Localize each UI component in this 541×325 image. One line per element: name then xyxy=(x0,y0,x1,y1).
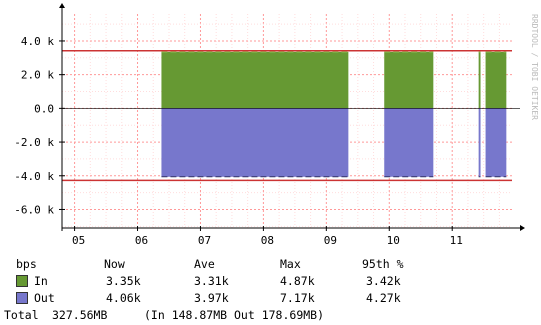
x-axis-arrow xyxy=(520,225,525,231)
legend-in-p95: 3.42k xyxy=(366,274,401,288)
y-tick-label: 2.0 k xyxy=(21,69,54,82)
x-tick-label: 05 xyxy=(72,234,85,247)
area-in xyxy=(384,51,434,109)
y-tick-label: -4.0 k xyxy=(14,170,54,183)
area-in xyxy=(161,51,349,109)
legend-swatch-out xyxy=(16,292,28,304)
area-out xyxy=(161,108,349,177)
legend-total-label: Total xyxy=(4,308,39,322)
area-in xyxy=(478,51,481,109)
legend-in-now: 3.35k xyxy=(106,274,141,288)
x-tick-label: 10 xyxy=(387,234,400,247)
legend-label-in: In xyxy=(34,274,48,288)
x-tick-label: 09 xyxy=(324,234,337,247)
y-axis-arrow xyxy=(59,3,65,8)
x-tick-label: 06 xyxy=(135,234,148,247)
y-tick-label: -2.0 k xyxy=(14,136,54,149)
x-tick-label: 08 xyxy=(261,234,274,247)
legend-header-ave: Ave xyxy=(194,257,215,271)
legend-unit: bps xyxy=(16,257,37,271)
area-out xyxy=(478,108,481,177)
area-out xyxy=(485,108,507,177)
legend-header-now: Now xyxy=(104,257,125,271)
traffic-chart: 4.0 k 2.0 k 0.0 -2.0 k -4.0 k -6.0 k 05 06 07 08 0… xyxy=(14,3,539,247)
y-tick-label: -6.0 k xyxy=(14,203,54,216)
legend-in-ave: 3.31k xyxy=(194,274,229,288)
area-in xyxy=(485,51,507,109)
legend-header-max: Max xyxy=(280,257,301,271)
legend-header-p95: 95th % xyxy=(362,257,404,271)
x-tick-label: 11 xyxy=(450,234,463,247)
area-out xyxy=(384,108,434,177)
y-tick-label: 0.0 xyxy=(34,102,54,115)
legend-in-max: 4.87k xyxy=(280,274,315,288)
y-tick-label: 4.0 k xyxy=(21,35,54,48)
legend-out-ave: 3.97k xyxy=(194,291,229,305)
legend-out-p95: 4.27k xyxy=(366,291,401,305)
watermark: RRDTOOL / TOBI OETIKER xyxy=(530,14,539,120)
legend-out-now: 4.06k xyxy=(106,291,141,305)
legend-total-breakdown: (In 148.87MB Out 178.69MB) xyxy=(144,308,325,322)
legend-total-value: 327.56MB xyxy=(52,308,108,322)
legend-swatch-in xyxy=(16,275,28,287)
legend-out-max: 7.17k xyxy=(280,291,315,305)
x-tick-label: 07 xyxy=(198,234,211,247)
legend-label-out: Out xyxy=(34,291,55,305)
